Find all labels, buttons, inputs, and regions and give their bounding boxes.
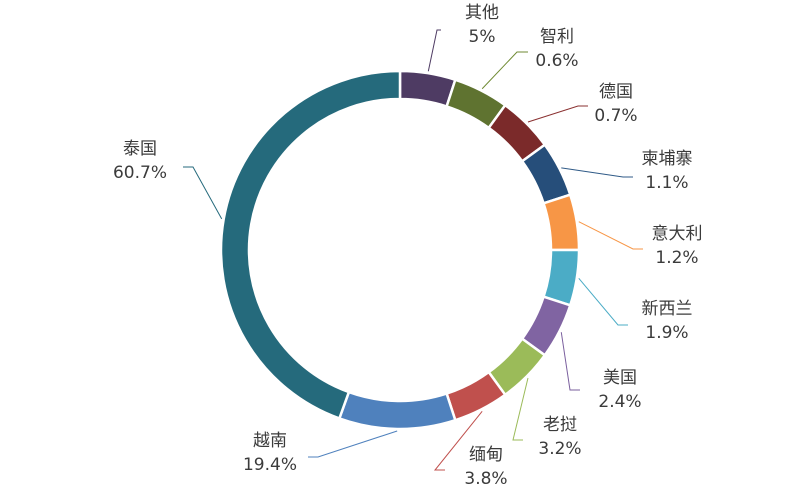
leader-line-6: [560, 332, 580, 391]
slice-name-label-4: 意大利: [652, 224, 703, 244]
leader-line-8: [433, 410, 483, 471]
slice-percent-label-8: 3.8%: [464, 469, 507, 489]
slice-percent-label-7: 3.2%: [538, 439, 581, 459]
slice-percent-label-4: 1.2%: [655, 248, 698, 268]
slice-name-label-10: 泰国: [123, 139, 157, 159]
leader-line-2: [527, 105, 588, 123]
slice-percent-label-1: 0.6%: [535, 51, 578, 71]
donut-slice-4: [542, 193, 581, 252]
slice-name-label-7: 老挝: [543, 415, 577, 435]
slice-name-label-8: 缅甸: [469, 445, 503, 465]
slice-name-label-9: 越南: [253, 431, 287, 451]
leader-line-10: [183, 166, 223, 220]
slice-name-label-6: 美国: [603, 368, 637, 388]
donut-slice-5: [542, 248, 581, 307]
leader-line-0: [427, 29, 441, 72]
leader-line-1: [481, 51, 528, 90]
leader-line-7: [512, 377, 529, 441]
donut-slice-10: [219, 69, 402, 421]
slice-percent-label-9: 19.4%: [243, 455, 297, 475]
slice-percent-label-0: 5%: [469, 27, 496, 47]
slice-percent-label-3: 1.1%: [645, 173, 688, 193]
leader-line-3: [561, 167, 633, 178]
slice-percent-label-6: 2.4%: [598, 392, 641, 412]
slice-name-label-3: 柬埔寨: [642, 149, 693, 169]
donut-slice-0: [398, 69, 457, 108]
slice-name-label-5: 新西兰: [642, 299, 693, 319]
leader-line-5: [578, 277, 628, 326]
slice-percent-label-5: 1.9%: [645, 323, 688, 343]
slice-name-label-0: 其他: [465, 3, 499, 23]
slice-percent-label-2: 0.7%: [594, 106, 637, 126]
donut-slice-9: [337, 390, 457, 431]
slice-name-label-2: 德国: [599, 82, 633, 102]
slice-name-label-1: 智利: [540, 27, 574, 47]
leader-line-4: [578, 221, 643, 250]
slice-percent-label-10: 60.7%: [113, 163, 167, 183]
leader-line-9: [308, 430, 398, 458]
